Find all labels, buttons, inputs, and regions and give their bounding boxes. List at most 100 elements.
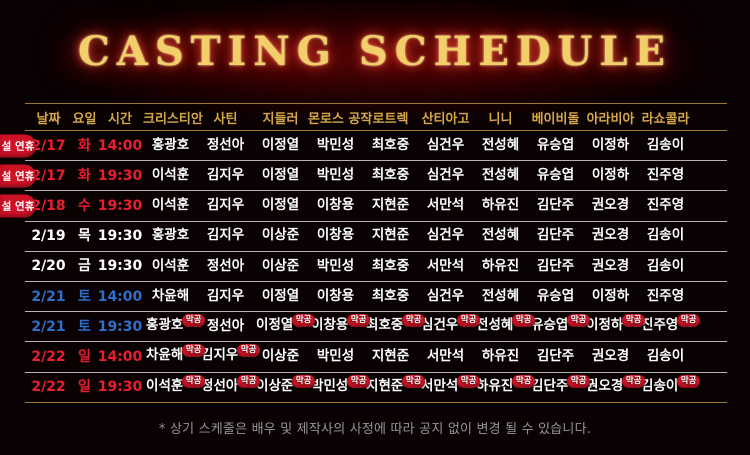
cast-cell: 유승엽	[528, 168, 583, 183]
cast-cell: 서만석	[418, 197, 473, 214]
final-show-badge: 막공	[292, 374, 315, 388]
cast-cell: 지현준 막공	[363, 374, 425, 395]
cast-name: 김단주	[536, 348, 575, 365]
cast-cell: 정선아	[198, 138, 253, 153]
cast-name: 홍광호	[151, 227, 190, 244]
cast-name: 김단주	[536, 227, 575, 244]
time-cell: 19:30	[97, 167, 143, 184]
cast-cell: 최호중	[363, 136, 418, 153]
cast-cell: 전성혜	[473, 138, 528, 153]
cast-name: 유승엽	[536, 136, 575, 153]
footer-disclaimer: * 상기 스케줄은 배우 및 제작사의 사정에 따라 공지 없이 변경 될 수 …	[158, 422, 592, 437]
cast-name: 박민성	[316, 167, 355, 184]
cast-cell: 김송이	[638, 229, 693, 243]
casting-table: 날짜 요일 시간 크리스티안 사틴 지들러 몬로스 공작 로트렉 산티아고 니니 베이비돌 아라비아 라…	[0, 103, 727, 403]
final-show-badge: 막공	[347, 374, 370, 388]
column-header-9: 니니	[488, 111, 513, 127]
cast-name: 김지우	[206, 167, 245, 184]
cast-name: 지현준	[371, 197, 410, 214]
holiday-badge: 설 연휴	[0, 134, 36, 158]
column-header-0: 날짜	[36, 111, 61, 127]
cast-cell: 이창용	[308, 229, 363, 243]
cast-name: 서만석	[426, 197, 465, 214]
cast-name: 최호중	[371, 136, 410, 153]
day-cell: 토	[78, 318, 91, 335]
cast-cell: 권오경	[583, 229, 638, 243]
final-show-badge: 막공	[677, 314, 700, 328]
cast-name: 이정열	[261, 287, 300, 304]
cast-cell: 지현준	[363, 197, 418, 214]
cast-cell: 심건우	[418, 167, 473, 184]
cast-cell: 심건우	[418, 138, 473, 153]
cast-name: 지현준	[366, 377, 404, 394]
cast-cell: 전성혜	[473, 167, 528, 184]
date-cell: 2/21	[31, 318, 66, 335]
cast-cell: 유승엽	[528, 136, 583, 153]
cast-cell: 박민성 막공	[308, 374, 370, 395]
table-row: 2/21 토 14:00 차윤해 김지우 이정열 이창용 최호중 심건우 전성혜 유승엽 이정하 진주영	[25, 282, 727, 313]
time-cell: 14:00	[97, 348, 143, 365]
cast-name: 지현준	[371, 348, 410, 365]
cast-name: 정선아	[201, 377, 239, 394]
column-header-8: 산티아고	[421, 111, 470, 127]
table-row: 2/20 금 19:30 이석훈 정선아 이상준 박민성 최호중 서만석 하유진 김단주 권오경 김송이	[25, 252, 727, 282]
cast-cell: 진주영	[638, 168, 693, 183]
final-show-badge: 막공	[292, 314, 315, 328]
cast-name: 이석훈	[151, 197, 190, 214]
cast-name: 정선아	[206, 317, 245, 334]
final-show-badge: 막공	[237, 374, 260, 388]
cast-name: 박민성	[316, 348, 355, 365]
holiday-badge: 설 연휴	[0, 194, 36, 218]
cast-name: 홍광호	[146, 317, 184, 334]
column-header-12: 라쇼콜라	[641, 111, 690, 127]
table-row: 설 연휴 2/17 화 19:30 이석훈 김지우 이정열 박민성 최호중 심건우 전성혜 유승엽 이정…	[0, 161, 727, 192]
cast-name: 심건우	[426, 227, 465, 244]
cast-name: 이창용	[316, 227, 355, 244]
cast-cell: 김단주	[528, 348, 583, 365]
cast-cell: 홍광호 막공	[143, 314, 205, 334]
cast-name: 이정하	[591, 136, 630, 153]
cast-cell: 유승엽	[528, 287, 583, 304]
cast-cell: 지현준	[363, 348, 418, 365]
cast-name: 이상준	[261, 257, 300, 274]
cast-cell: 김송이 막공	[638, 374, 700, 395]
final-show-badge: 막공	[567, 374, 590, 388]
cast-cell: 김지우 막공	[198, 344, 260, 364]
cast-name: 김송이	[646, 136, 685, 153]
table-row: 2/22 일 14:00 차윤해 막공 김지우 막공 이상준 박민성 지현준 서만석 하유진 김단주 권오…	[25, 342, 727, 373]
cast-cell: 이창용	[308, 198, 363, 213]
cast-cell: 하유진	[473, 259, 528, 274]
cast-cell: 이정하	[583, 136, 638, 153]
cast-name: 서만석	[426, 257, 465, 274]
cast-name: 지현준	[371, 227, 410, 244]
cast-name: 박민성	[311, 377, 349, 394]
cast-cell: 김단주	[528, 229, 583, 243]
column-header-10: 베이비돌	[531, 111, 580, 127]
cast-cell: 박민성	[308, 259, 363, 274]
table-row: 2/19 목 19:30 홍광호 김지우 이상준 이창용 지현준 심건우 전성혜 김단주 권오경 김송이	[25, 222, 727, 252]
cast-cell: 전성혜	[473, 287, 528, 304]
cast-name: 전성혜	[481, 167, 520, 184]
cast-name: 김단주	[536, 257, 575, 274]
cast-cell: 이정열	[253, 168, 308, 183]
cast-name: 심건우	[426, 167, 465, 184]
column-header-7: 로트렉	[372, 111, 409, 127]
cast-name: 유승엽	[531, 317, 569, 334]
cast-name: 전성혜	[481, 287, 520, 304]
column-header-11: 아라비아	[586, 111, 635, 127]
cast-cell: 서만석 막공	[418, 374, 480, 395]
cast-name: 이석훈	[146, 377, 184, 394]
cast-cell: 전성혜	[473, 229, 528, 243]
column-header-5: 지들러	[262, 111, 299, 127]
cast-name: 유승엽	[536, 287, 575, 304]
final-show-badge: 막공	[567, 314, 590, 328]
cast-name: 차윤해	[151, 287, 190, 304]
cast-name: 진주영	[646, 287, 685, 304]
date-cell: 2/22	[31, 348, 66, 365]
table-row: 설 연휴 2/18 수 19:30 이석훈 김지우 이정열 이창용 지현준 서만석 하유진 김단주 권오…	[0, 191, 727, 222]
table-row: 2/21 토 19:30 홍광호 막공 정선아 이정열 막공 이창용 막공 최호중 막공 심건우 막공 전성…	[25, 312, 727, 343]
cast-cell: 이석훈	[143, 197, 198, 214]
cast-name: 최호중	[371, 257, 410, 274]
date-cell: 2/19	[31, 228, 66, 245]
cast-cell: 차윤해 막공	[143, 344, 205, 364]
